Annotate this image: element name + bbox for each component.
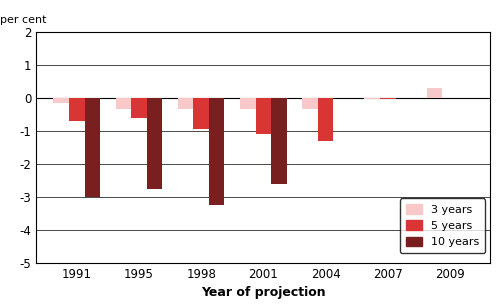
X-axis label: Year of projection: Year of projection	[201, 286, 326, 300]
Bar	[69, 98, 84, 121]
Bar	[240, 98, 255, 109]
Text: per cent: per cent	[0, 15, 47, 25]
Bar	[116, 98, 131, 109]
Bar	[178, 98, 193, 109]
Bar	[380, 98, 396, 99]
Bar	[271, 98, 287, 184]
Bar	[209, 98, 225, 205]
Bar	[365, 98, 380, 99]
Bar	[147, 98, 162, 189]
Bar	[302, 98, 318, 109]
Bar	[131, 98, 147, 118]
Bar	[54, 98, 69, 103]
Bar	[255, 98, 271, 134]
Bar	[193, 98, 209, 129]
Bar	[318, 98, 333, 141]
Bar	[84, 98, 100, 197]
Legend: 3 years, 5 years, 10 years: 3 years, 5 years, 10 years	[400, 198, 485, 253]
Bar	[427, 88, 442, 98]
